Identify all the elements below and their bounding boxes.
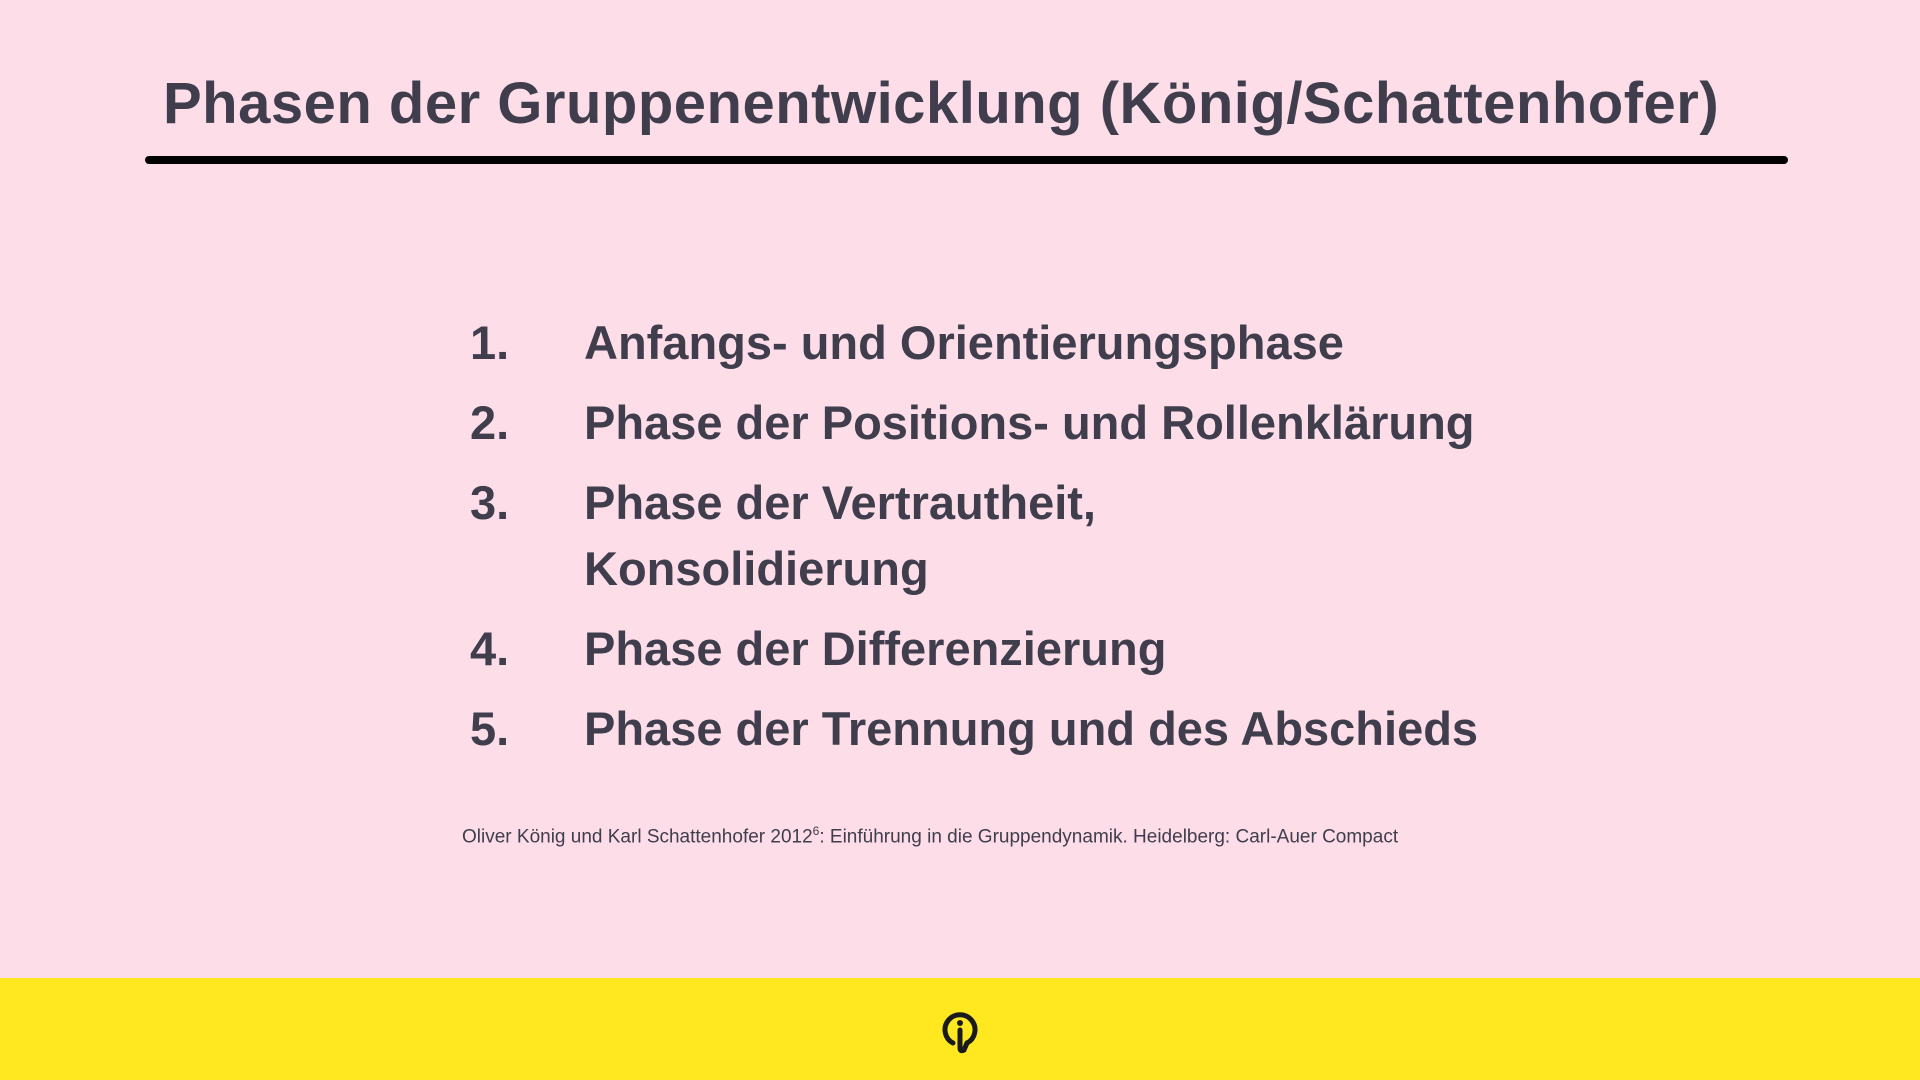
list-item: 2. Phase der Positions- und Rollenklärung: [470, 390, 1478, 456]
list-item: 4. Phase der Differenzierung: [470, 616, 1478, 682]
citation-rest: : Einführung in die Gruppendynamik. Heid…: [819, 826, 1399, 848]
item-number: 4.: [470, 622, 510, 675]
item-number: 3.: [470, 476, 510, 529]
item-number: 1.: [470, 316, 510, 369]
item-text: Phase der Trennung und des Abschieds: [584, 702, 1479, 755]
item-number: 2.: [470, 396, 510, 449]
lightbulb-logo-icon: [942, 1012, 978, 1054]
item-text: Phase der Differenzierung: [584, 622, 1167, 675]
item-text: Phase der Positions- und Rollenklärung: [584, 396, 1475, 449]
item-number: 5.: [470, 702, 510, 755]
citation-authors: Oliver König und Karl Schattenhofer 2012: [462, 826, 813, 848]
list-item: 1. Anfangs- und Orientierungsphase: [470, 310, 1478, 376]
phase-list: 1. Anfangs- und Orientierungsphase 2. Phas…: [470, 310, 1478, 776]
list-item: 3. Phase der Vertrautheit, Konsolidierung: [470, 470, 1478, 602]
title-underline: [145, 156, 1788, 164]
citation: Oliver König und Karl Schattenhofer 2012…: [462, 824, 1398, 848]
slide-title: Phasen der Gruppenentwicklung (König/Sch…: [163, 71, 1720, 136]
list-item: 5. Phase der Trennung und des Abschieds: [470, 696, 1478, 762]
citation-edition: 6: [812, 824, 820, 838]
item-text: Anfangs- und Orientierungsphase: [584, 316, 1344, 369]
item-text: Phase der Vertrautheit, Konsolidierung: [584, 476, 1096, 595]
